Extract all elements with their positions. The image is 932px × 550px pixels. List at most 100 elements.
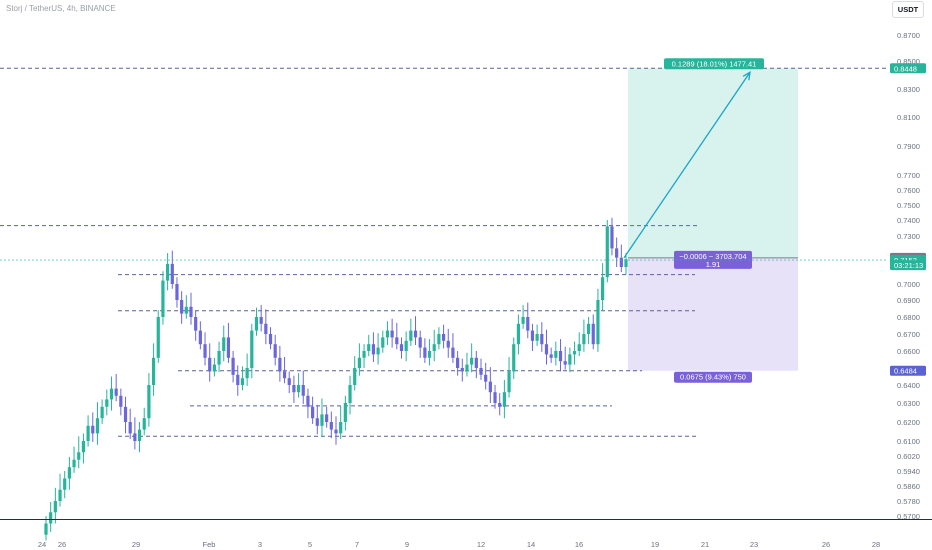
stop-label: 0.0675 (9.43%) 750 — [674, 371, 752, 383]
candle-body — [133, 433, 137, 441]
price-tick-label: 0.7000 — [897, 280, 920, 289]
candle-body — [236, 374, 240, 385]
candle — [109, 376, 114, 411]
candle — [353, 356, 357, 391]
candle — [189, 292, 193, 325]
candle — [399, 337, 404, 359]
candle — [460, 358, 464, 382]
candle-body — [423, 347, 427, 358]
arrow-head-icon — [742, 71, 751, 81]
time-axis[interactable]: 24 26 29 Feb 3 5 7 9 12 14 16 19 21 23 26 28 — [38, 540, 880, 549]
candle-body — [343, 403, 347, 422]
price-marker-text: 0.6484 — [894, 367, 917, 376]
price-axis-marker: 03:21:13 — [890, 260, 926, 271]
price-tick-label: 0.7600 — [897, 186, 920, 195]
candle-body — [81, 441, 86, 453]
candle-body — [306, 395, 310, 407]
candle — [194, 310, 198, 341]
candle-body — [530, 330, 535, 341]
candle-body — [432, 344, 436, 351]
candle — [498, 393, 502, 416]
candle-body — [217, 351, 221, 365]
candle-body — [484, 374, 488, 382]
candle — [95, 402, 100, 445]
time-tick-label: 16 — [575, 540, 583, 549]
projection-arrow[interactable] — [623, 71, 751, 259]
candle — [544, 329, 549, 365]
candle-body — [605, 226, 609, 278]
candle — [371, 332, 376, 363]
candle — [521, 305, 525, 329]
candle-body — [268, 334, 273, 345]
candle-body — [142, 418, 146, 430]
time-tick-label: 26 — [58, 540, 66, 549]
price-tick-label: 0.7700 — [897, 171, 920, 180]
candle-body — [282, 371, 287, 379]
candle — [456, 351, 460, 376]
candle — [245, 353, 249, 386]
candle — [72, 446, 76, 473]
candle-body — [353, 368, 357, 385]
candle-body — [376, 347, 380, 355]
candle — [212, 357, 216, 377]
candle — [119, 388, 123, 416]
candle — [278, 345, 282, 382]
candle-body — [259, 317, 263, 324]
candle — [198, 321, 202, 350]
candle — [208, 343, 212, 382]
candle — [465, 352, 469, 377]
candle-body — [325, 414, 329, 422]
candle — [493, 385, 497, 409]
candle-body — [498, 403, 502, 407]
candle — [180, 291, 184, 324]
candle-body — [334, 429, 338, 434]
time-tick-label: 24 — [38, 540, 46, 549]
time-tick-label: 7 — [355, 540, 359, 549]
price-tick-label: 0.5780 — [897, 497, 920, 506]
candle-body — [231, 357, 235, 375]
candle — [582, 319, 586, 352]
candle — [311, 396, 315, 424]
candle-body — [427, 351, 432, 358]
candle-body — [170, 263, 174, 284]
candle — [605, 220, 609, 283]
candle-body — [329, 422, 333, 430]
stop-label-text: 0.0675 (9.43%) 750 — [680, 373, 746, 382]
candle — [226, 322, 231, 363]
candle-body — [208, 357, 212, 372]
candle-body — [367, 344, 371, 351]
candle-body — [474, 357, 478, 368]
candle-body — [222, 337, 226, 351]
candle — [418, 330, 422, 358]
candle-body — [456, 357, 460, 368]
currency-button[interactable]: USDT — [892, 1, 924, 18]
candle-body — [128, 422, 132, 434]
candle-body — [250, 330, 254, 368]
long-position-tool[interactable] — [628, 68, 798, 371]
candle-body — [385, 330, 390, 338]
price-tick-label: 0.6700 — [897, 330, 920, 339]
candle — [142, 407, 146, 436]
candle — [63, 471, 67, 499]
candle — [512, 337, 516, 380]
candle-body — [610, 226, 614, 249]
candle — [381, 330, 385, 353]
candle — [100, 399, 104, 424]
candle — [526, 302, 530, 339]
candle — [479, 358, 483, 380]
price-marker-bg — [890, 260, 926, 271]
candle — [470, 343, 474, 373]
price-axis-marker: 0.8448 — [890, 63, 926, 74]
profit-zone[interactable] — [628, 68, 798, 258]
candle-body — [189, 306, 193, 317]
price-marker-text: 0.8448 — [894, 64, 917, 73]
candle-body — [147, 385, 151, 419]
price-axis[interactable]: 0.8700 0.8500 0.8300 0.8100 0.7900 0.7700 0.76… — [890, 31, 926, 521]
candle — [577, 332, 581, 357]
time-tick-label: 28 — [872, 540, 880, 549]
candle-body — [86, 425, 90, 441]
candle-body — [109, 388, 114, 400]
candle — [451, 333, 455, 363]
loss-zone[interactable] — [628, 257, 798, 371]
